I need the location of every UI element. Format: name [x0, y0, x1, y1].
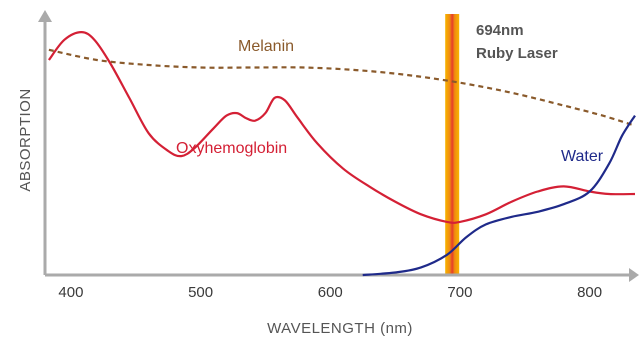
x-tick-label-800: 800	[577, 284, 602, 301]
x-tick-label-600: 600	[318, 284, 343, 301]
laser-wavelength-label: 694nm	[476, 22, 524, 39]
series-line-oxyhemoglobin	[48, 30, 636, 224]
x-tick-label-700: 700	[447, 284, 472, 301]
x-tick-label-500: 500	[188, 284, 213, 301]
ruby-laser-band	[445, 14, 460, 275]
x-tick-labels: 400 500 600 700 800	[58, 284, 602, 301]
series-line-water	[362, 115, 636, 277]
series-line-melanin	[48, 48, 636, 127]
y-axis-title: ABSORPTION	[17, 88, 34, 191]
x-axis-title: WAVELENGTH (nm)	[267, 320, 413, 337]
x-axis-arrow-icon	[629, 268, 639, 282]
series-label-oxyhemoglobin: Oxyhemoglobin	[176, 140, 287, 157]
series-label-melanin: Melanin	[238, 38, 294, 55]
series-label-water: Water	[561, 148, 604, 165]
y-axis-arrow-icon	[38, 10, 52, 22]
x-tick-label-400: 400	[58, 284, 83, 301]
laser-name-label: Ruby Laser	[476, 45, 558, 62]
